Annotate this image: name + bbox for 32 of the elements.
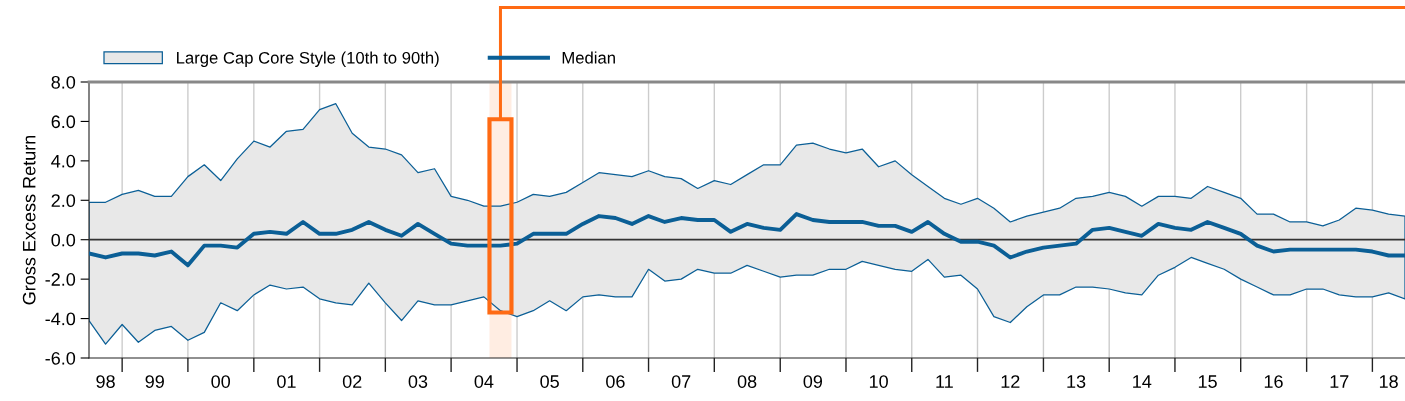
x-tick-label: 07: [671, 375, 691, 388]
x-tick-label: 12: [1001, 375, 1020, 388]
y-tick-label: 6.0: [51, 115, 76, 129]
x-tick-label: 14: [1133, 375, 1152, 388]
x-tick-label: 13: [1067, 375, 1086, 388]
x-tick-label: 05: [540, 375, 559, 388]
x-tick-label: 99: [145, 375, 164, 388]
legend-label: Median: [562, 51, 615, 64]
x-tick-label: 16: [1264, 375, 1283, 388]
x-tick-label: 17: [1330, 375, 1349, 388]
y-tick-label: 8.0: [51, 75, 76, 89]
y-tick-label: -4.0: [45, 312, 76, 326]
x-tick-label: 00: [211, 375, 231, 388]
y-tick-label: -6.0: [45, 351, 76, 365]
x-tick-label: 11: [936, 375, 953, 388]
x-tick-label: 09: [803, 375, 823, 388]
x-tick-label: 98: [96, 375, 115, 388]
x-tick-label: 15: [1198, 375, 1217, 388]
x-tick-label: 06: [606, 375, 625, 388]
x-tick-label: 04: [474, 375, 494, 388]
y-tick-label: 4.0: [51, 154, 76, 168]
x-tick-label: 18: [1379, 375, 1398, 388]
x-tick-label: 01: [277, 375, 296, 388]
y-tick-label: 2.0: [51, 194, 76, 208]
x-tick-label: 10: [869, 375, 888, 388]
x-tick-label: 02: [342, 375, 362, 388]
x-tick-label: 08: [737, 375, 757, 388]
y-tick-label: 0.0: [51, 233, 76, 247]
text: Large Cap Core Style (10th to 90th): [177, 51, 439, 67]
y-axis-title: Gross Excess Return: [22, 135, 36, 305]
y-tick-label: -2.0: [45, 273, 76, 286]
x-tick-label: 03: [408, 375, 428, 388]
